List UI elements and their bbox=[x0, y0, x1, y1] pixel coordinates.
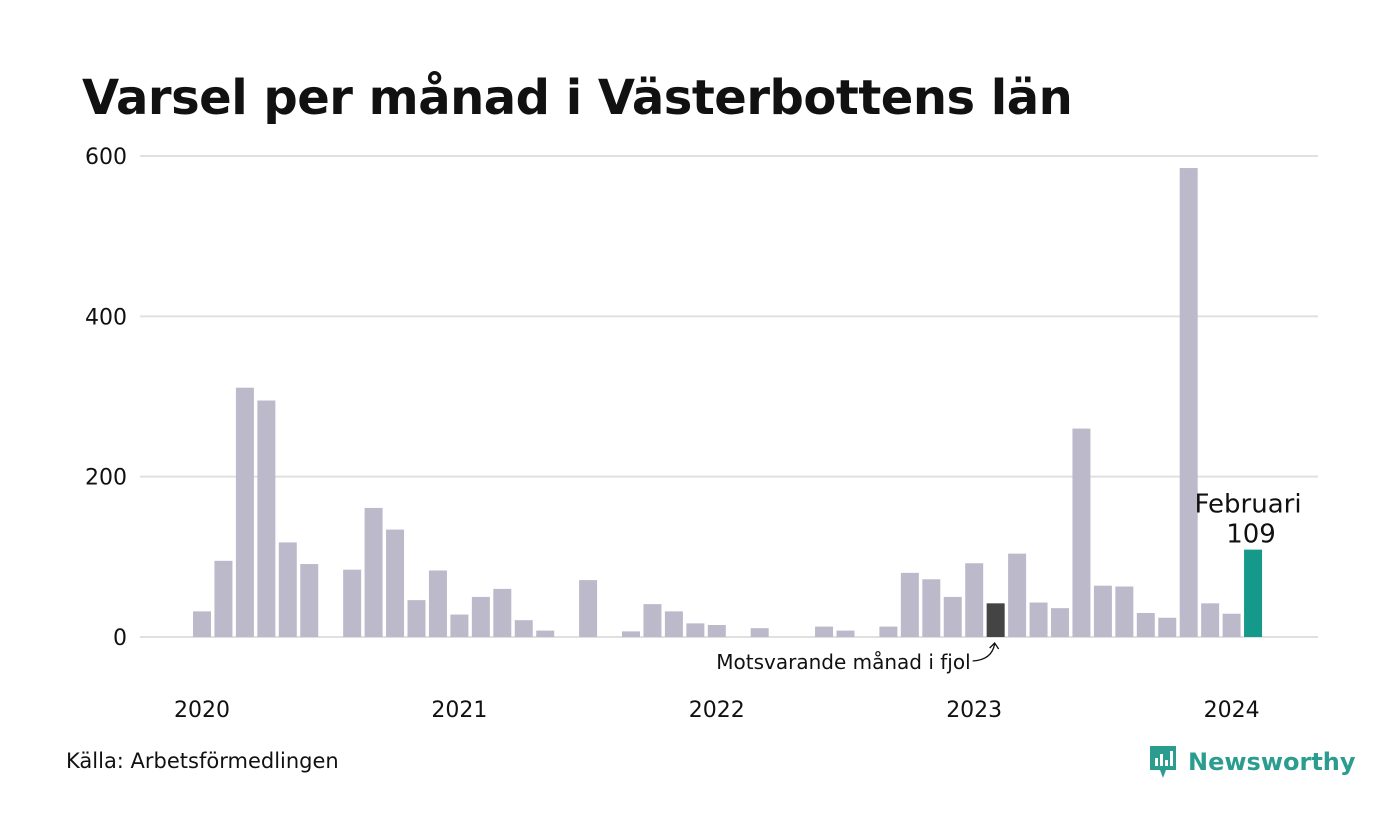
x-tick-label: 2022 bbox=[689, 698, 745, 723]
y-tick-label: 600 bbox=[85, 145, 127, 170]
bar-2021-05 bbox=[536, 630, 555, 637]
bar-2023-09 bbox=[1136, 612, 1155, 637]
bar-2022-03 bbox=[750, 628, 769, 637]
x-tick-label: 2024 bbox=[1204, 698, 1260, 723]
bar-2021-04 bbox=[514, 620, 533, 637]
y-tick-label: 400 bbox=[85, 305, 127, 330]
bar-2020-02 bbox=[214, 560, 233, 637]
current-month-label: Februari bbox=[1195, 490, 1302, 520]
x-axis-year-labels: 2020 2021 2022 2023 2024 bbox=[174, 698, 1260, 723]
bar-2021-07 bbox=[579, 580, 598, 637]
x-tick-label: 2021 bbox=[431, 698, 487, 723]
bar-2023-02 bbox=[986, 603, 1005, 637]
source-note: Källa: Arbetsförmedlingen bbox=[66, 749, 339, 773]
bar-2022-10 bbox=[900, 572, 919, 637]
bar-2023-01 bbox=[965, 563, 984, 637]
annotations: Februari 109 Motsvarande månad i fjol bbox=[716, 490, 1301, 674]
bar-2023-06 bbox=[1072, 428, 1091, 637]
bar-2022-12 bbox=[943, 596, 962, 637]
bar-2023-04 bbox=[1029, 602, 1048, 637]
bar-2020-01 bbox=[193, 611, 211, 637]
bar-2020-12 bbox=[428, 570, 447, 637]
x-tick-label: 2020 bbox=[174, 698, 230, 723]
bar-2024-01 bbox=[1222, 613, 1241, 637]
bar-2023-12 bbox=[1201, 603, 1220, 637]
bar-2020-06 bbox=[300, 564, 319, 637]
bar-2023-03 bbox=[1008, 553, 1027, 637]
bar-2023-05 bbox=[1051, 608, 1069, 637]
bar-2023-10 bbox=[1158, 617, 1177, 637]
bar-2022-06 bbox=[815, 626, 834, 637]
y-axis-ticks: 0 200 400 600 bbox=[85, 145, 127, 651]
bar-2020-04 bbox=[257, 400, 276, 637]
bar-2020-05 bbox=[278, 542, 297, 637]
bar-2021-12 bbox=[686, 623, 705, 637]
chart-title: Varsel per månad i Västerbottens län bbox=[82, 70, 1073, 126]
x-tick-label: 2023 bbox=[946, 698, 1002, 723]
bar-2020-10 bbox=[386, 529, 405, 637]
bar-2021-11 bbox=[664, 611, 683, 637]
newsworthy-logo-icon bbox=[1150, 746, 1176, 778]
current-value-label: 109 bbox=[1226, 520, 1276, 550]
brand-name: Newsworthy bbox=[1188, 748, 1356, 776]
bar-2020-11 bbox=[407, 600, 426, 637]
bar-2021-10 bbox=[643, 604, 662, 637]
bar-2020-08 bbox=[343, 569, 362, 637]
bars bbox=[193, 168, 1263, 637]
bar-2021-03 bbox=[493, 588, 512, 637]
bar-2021-02 bbox=[471, 596, 490, 637]
y-tick-label: 0 bbox=[113, 626, 127, 651]
bar-2020-03 bbox=[235, 387, 254, 637]
bar-2022-07 bbox=[836, 630, 855, 637]
bar-2023-08 bbox=[1115, 586, 1134, 637]
bar-2024-02 bbox=[1244, 549, 1263, 637]
previous-year-note: Motsvarande månad i fjol bbox=[716, 650, 970, 674]
bar-2023-11 bbox=[1179, 168, 1198, 637]
bar-2020-09 bbox=[364, 507, 383, 637]
previous-year-arrow bbox=[972, 641, 1000, 662]
bar-2021-09 bbox=[622, 631, 640, 637]
bar-2022-01 bbox=[707, 624, 726, 637]
bar-2022-11 bbox=[922, 579, 941, 637]
bar-2022-09 bbox=[879, 626, 898, 637]
y-tick-label: 200 bbox=[85, 466, 127, 491]
bar-2023-07 bbox=[1093, 585, 1112, 637]
brand-logo[interactable]: Newsworthy bbox=[1148, 744, 1356, 780]
bar-2021-01 bbox=[450, 614, 469, 637]
